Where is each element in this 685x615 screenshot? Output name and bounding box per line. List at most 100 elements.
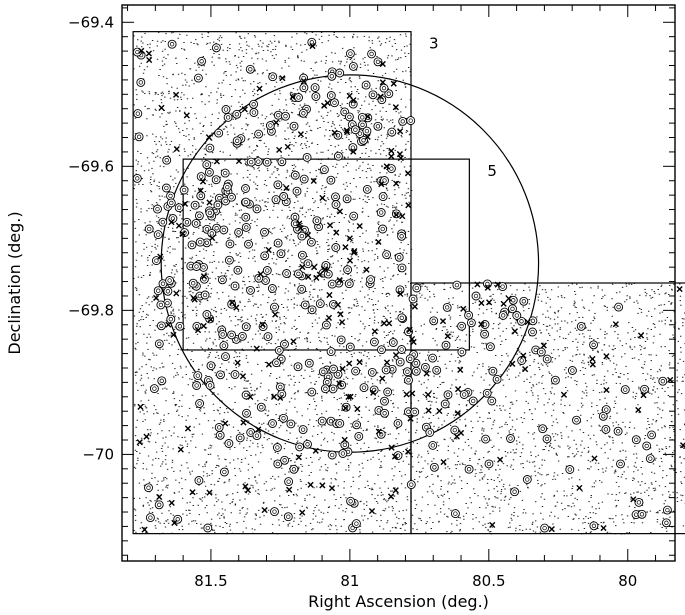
cross-marker xyxy=(312,447,319,454)
open-circle-marker xyxy=(265,121,275,130)
open-circle-marker xyxy=(268,72,278,82)
cross-marker xyxy=(324,99,331,107)
open-circle-marker xyxy=(193,73,203,83)
open-circle-marker xyxy=(471,291,481,301)
open-circle-marker xyxy=(241,184,250,193)
open-circle-marker xyxy=(293,269,303,279)
open-circle-marker xyxy=(161,183,171,193)
cross-marker xyxy=(411,303,418,310)
x-tick-label: 80 xyxy=(618,572,637,590)
open-circle-marker xyxy=(286,419,296,429)
open-circle-marker xyxy=(202,160,212,170)
cross-marker xyxy=(397,290,404,298)
y-tick-label: −69.4 xyxy=(68,13,114,31)
open-circle-marker xyxy=(510,487,520,497)
open-circle-marker xyxy=(277,157,287,167)
open-circle-marker xyxy=(528,327,537,337)
open-circle-marker xyxy=(188,278,198,288)
cross-marker xyxy=(179,230,186,237)
y-axis-title: Declination (deg.) xyxy=(5,211,24,354)
cross-marker xyxy=(603,386,610,394)
open-circle-marker xyxy=(457,321,467,331)
open-circle-marker xyxy=(232,109,242,119)
open-circle-marker xyxy=(193,371,203,381)
open-circle-marker xyxy=(450,509,460,519)
cross-marker xyxy=(406,326,413,333)
cross-marker xyxy=(342,244,349,251)
y-tick-label: −69.8 xyxy=(68,301,114,319)
cross-marker xyxy=(454,410,461,417)
cross-marker xyxy=(453,433,460,440)
open-circle-marker xyxy=(205,143,215,153)
cross-marker xyxy=(261,506,268,514)
cross-marker xyxy=(371,328,378,335)
cross-marker xyxy=(241,106,248,113)
cross-marker xyxy=(309,42,316,50)
open-circle-marker xyxy=(273,238,283,248)
cross-marker xyxy=(319,482,326,489)
open-circle-marker xyxy=(598,411,608,421)
open-circle-marker xyxy=(498,310,508,320)
open-circle-marker xyxy=(241,197,251,207)
open-circle-marker xyxy=(163,286,173,296)
open-circle-marker xyxy=(412,283,422,293)
cross-marker xyxy=(336,276,343,284)
open-circle-marker xyxy=(488,366,498,376)
open-circle-marker xyxy=(230,370,240,379)
cross-marker xyxy=(375,428,382,435)
cross-marker xyxy=(173,145,180,153)
open-circle-marker xyxy=(175,321,185,331)
cross-marker xyxy=(270,393,278,400)
open-circle-marker xyxy=(388,338,398,347)
open-circle-marker xyxy=(297,284,307,294)
cross-marker xyxy=(370,389,377,396)
cross-marker xyxy=(540,342,547,349)
open-circle-marker xyxy=(204,167,214,177)
open-circle-marker xyxy=(348,61,358,71)
open-circle-marker xyxy=(145,513,155,523)
cross-marker xyxy=(337,311,344,318)
open-circle-marker xyxy=(394,252,404,262)
open-circle-marker xyxy=(328,384,338,394)
open-circle-marker xyxy=(241,222,251,232)
cross-marker xyxy=(379,375,386,382)
open-circle-marker xyxy=(480,329,490,339)
open-circle-marker xyxy=(289,121,299,131)
open-circle-marker xyxy=(246,157,256,167)
open-circle-marker xyxy=(487,396,497,406)
open-circle-marker xyxy=(158,217,168,227)
cross-marker xyxy=(392,487,399,494)
open-circle-marker xyxy=(378,192,388,202)
cross-marker xyxy=(603,353,610,360)
cross-marker xyxy=(356,359,363,366)
open-circle-marker xyxy=(320,384,330,394)
cross-marker xyxy=(300,78,307,85)
cross-marker xyxy=(589,355,596,363)
cross-marker xyxy=(356,222,363,230)
cross-marker xyxy=(173,290,180,297)
cross-marker xyxy=(497,456,504,463)
open-circle-marker xyxy=(450,425,460,435)
plot-frame xyxy=(121,4,676,562)
open-circle-marker xyxy=(260,251,270,261)
open-circle-marker xyxy=(351,366,361,376)
open-circle-marker xyxy=(658,376,668,386)
cross-marker xyxy=(331,129,338,136)
open-circle-marker xyxy=(327,71,337,81)
open-circle-marker xyxy=(219,467,229,477)
cross-marker xyxy=(454,386,462,393)
open-circle-marker xyxy=(321,320,331,330)
open-circle-marker xyxy=(420,362,430,372)
open-circle-marker xyxy=(258,322,268,332)
open-circle-marker xyxy=(352,420,362,430)
open-circle-marker xyxy=(205,380,215,390)
cross-marker xyxy=(397,128,404,135)
open-circle-marker xyxy=(299,174,309,184)
cross-marker xyxy=(390,80,397,87)
cross-marker xyxy=(234,359,241,366)
cross-marker xyxy=(630,496,637,503)
cross-marker xyxy=(296,220,303,227)
cross-marker xyxy=(388,444,395,451)
cross-marker xyxy=(297,131,304,138)
